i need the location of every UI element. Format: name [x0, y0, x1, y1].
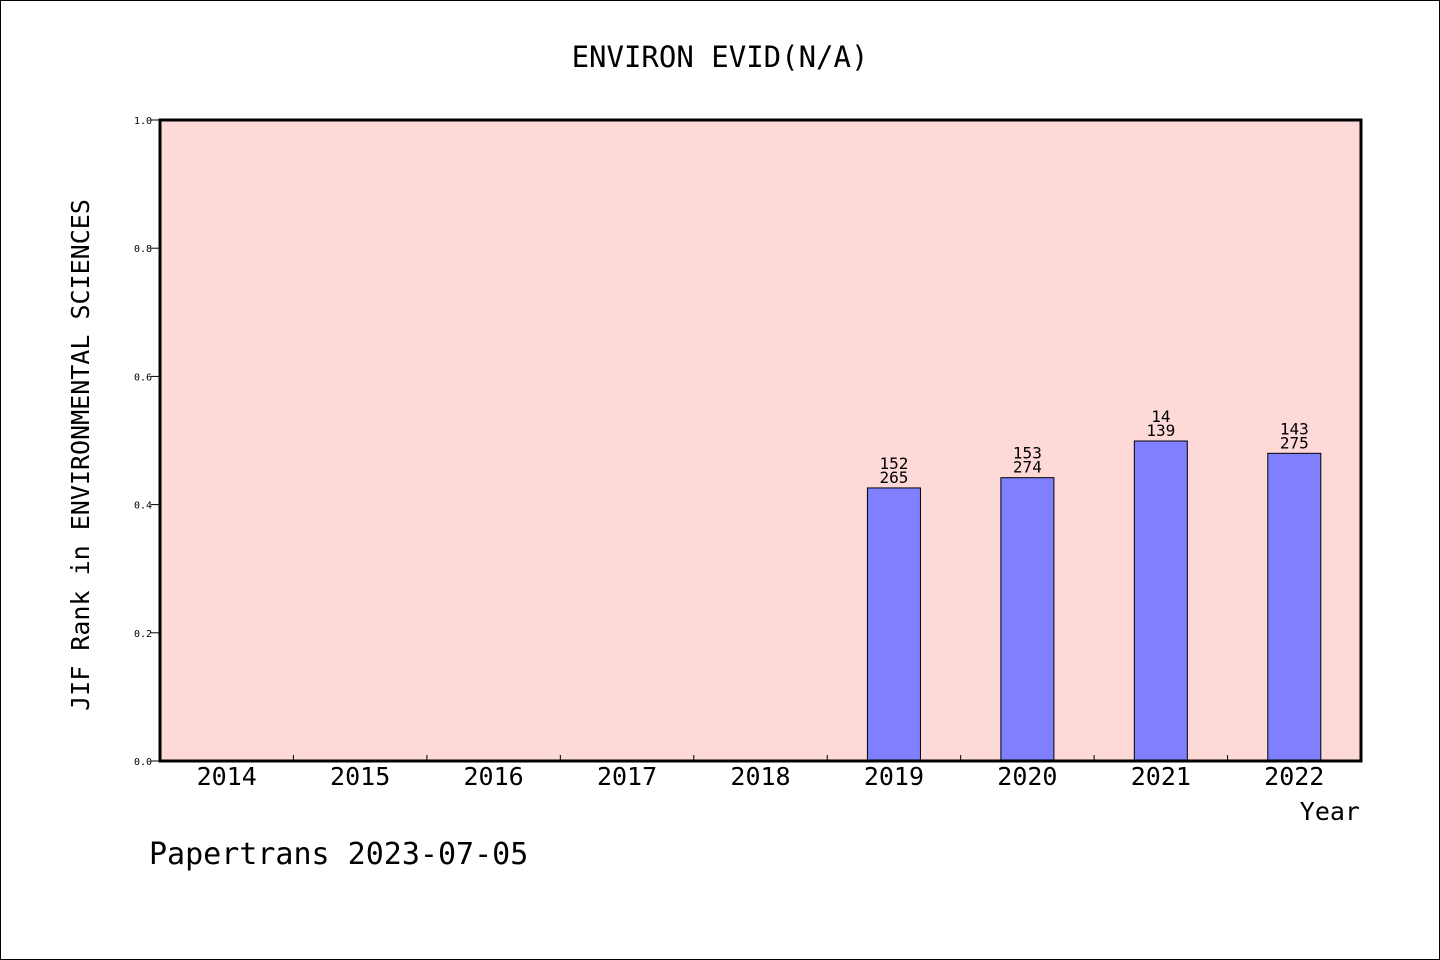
bar — [866, 487, 921, 762]
bar-label-total: 275 — [1280, 433, 1309, 452]
x-tick-label: 2018 — [730, 762, 790, 791]
chart-title: ENVIRON EVID(N/A) — [572, 40, 869, 74]
y-tick-label: 1.0 — [134, 116, 152, 127]
bar-label-rank: 143 — [1280, 419, 1309, 438]
bars — [866, 440, 1322, 762]
plot-border — [158, 118, 1363, 763]
y-tick-label: 0.4 — [134, 501, 152, 512]
bar-label-total: 265 — [879, 468, 908, 487]
x-tick-label: 2019 — [864, 762, 924, 791]
y-tick-label: 0.8 — [134, 244, 152, 255]
x-tick-label: 2014 — [197, 762, 257, 791]
x-tick-label: 2022 — [1264, 762, 1324, 791]
x-axis-label: Year — [1300, 797, 1360, 826]
bar — [1133, 440, 1188, 762]
bar — [1267, 452, 1322, 762]
x-tick-label: 2015 — [330, 762, 390, 791]
bar-label-rank: 153 — [1013, 444, 1042, 463]
x-axis: 2014 2015 2016 2017 2018 2019 2020 2021 2022 — [197, 755, 1324, 791]
x-tick-label: 2016 — [464, 762, 524, 791]
y-tick-label: 0.2 — [134, 629, 152, 640]
bar-label-total: 274 — [1013, 458, 1042, 477]
bar — [1000, 477, 1055, 762]
x-tick-label: 2020 — [997, 762, 1057, 791]
y-axis: 0.0 0.2 0.4 0.6 0.8 1.0 — [134, 116, 160, 768]
x-tick-label: 2021 — [1131, 762, 1191, 791]
y-tick-label: 0.6 — [134, 372, 152, 383]
bar-label-total: 139 — [1146, 421, 1175, 440]
footer-credit: Papertrans 2023-07-05 — [149, 837, 528, 872]
y-axis-label: JIF Rank in ENVIRONMENTAL SCIENCES — [66, 199, 95, 711]
y-tick-label: 0.0 — [134, 757, 152, 768]
bar-label-rank: 14 — [1151, 407, 1170, 426]
x-tick-label: 2017 — [597, 762, 657, 791]
bar-label-rank: 152 — [879, 454, 908, 473]
